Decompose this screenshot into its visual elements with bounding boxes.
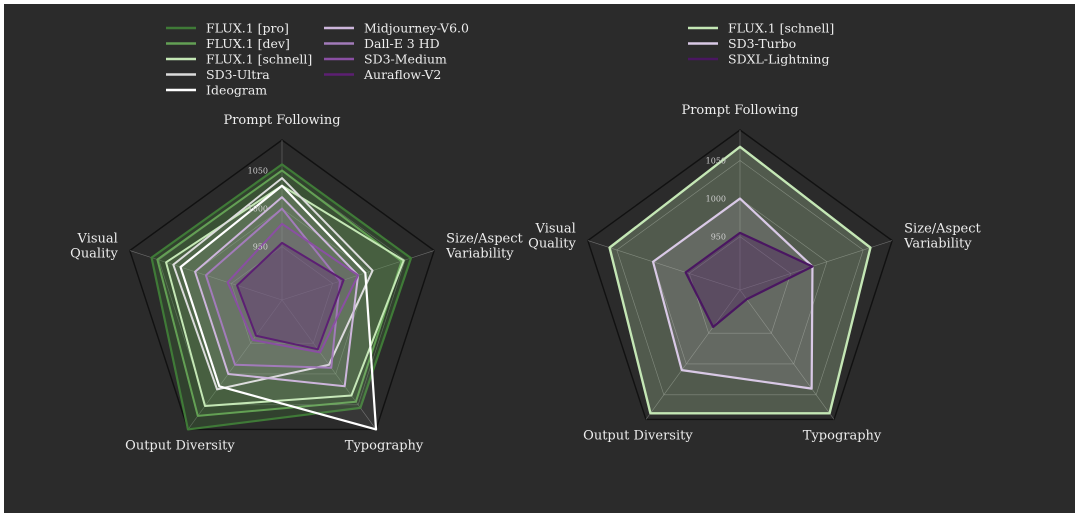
legend-item-midjourney-v6-0: Midjourney-V6.0	[324, 21, 469, 36]
legend-item-dall-e-3-hd: Dall-E 3 HD	[324, 36, 440, 51]
radar-spoke-output-diversity	[645, 289, 741, 420]
tick-label: 950	[253, 243, 268, 252]
legend-item-flux-1-schnell: FLUX.1 [schnell]	[688, 21, 834, 36]
axis-label-typography: Typography	[803, 428, 882, 443]
legend-label: FLUX.1 [schnell]	[206, 52, 312, 67]
legend-label: Midjourney-V6.0	[364, 21, 469, 36]
legend-label: SD3-Ultra	[206, 67, 270, 82]
axis-label-line: Prompt Following	[681, 103, 798, 118]
axis-label-line: Variability	[903, 237, 972, 252]
axis-label-line: Output Diversity	[583, 428, 693, 443]
legend-label: FLUX.1 [pro]	[206, 21, 289, 36]
axis-label-line: Variability	[445, 247, 514, 262]
series-polygon-auraflow-v2	[236, 241, 345, 351]
legend-item-sd3-medium: SD3-Medium	[324, 52, 447, 67]
axis-label-line: Size/Aspect	[446, 232, 523, 247]
radar-gridline	[230, 246, 334, 344]
axis-label-line: Visual	[535, 222, 576, 237]
axis-label-line: Output Diversity	[125, 438, 235, 453]
axis-label-line: Quality	[70, 247, 118, 262]
legend-item-ideogram: Ideogram	[166, 83, 267, 98]
radar-spoke-size-aspect-variability	[739, 240, 893, 291]
radar-outer-frame	[129, 139, 435, 431]
legend-item-flux-1-schnell: FLUX.1 [schnell]	[166, 52, 312, 67]
tick-label: 1050	[706, 156, 726, 165]
legend-item-sd3-ultra: SD3-Ultra	[166, 67, 270, 82]
series-polygon-sdxl-lightning	[684, 231, 814, 329]
axis-label-size-aspect-variability: Size/Aspect Variability	[445, 232, 523, 262]
axis-label-line: Size/Aspect	[904, 222, 981, 237]
legend-label: Auraflow-V2	[363, 67, 441, 82]
series-polygon-midjourney-v6-0	[194, 196, 360, 388]
axis-label-line: Prompt Following	[223, 113, 340, 128]
legend: FLUX.1 [pro]FLUX.1 [dev]FLUX.1 [schnell]…	[166, 21, 469, 98]
radar-chart-right: 950 1000 1050 Prompt Following Size/Aspect Va…	[528, 21, 981, 444]
legend-item-auraflow-v2: Auraflow-V2	[324, 67, 441, 82]
axis-label-output-diversity: Output Diversity	[125, 438, 235, 453]
legend-item-flux-1-dev: FLUX.1 [dev]	[166, 36, 290, 51]
tick-label: 950	[711, 233, 726, 242]
radar-gridline	[688, 236, 792, 334]
legend-label: FLUX.1 [dev]	[206, 36, 290, 51]
legend-item-sdxl-lightning: SDXL-Lightning	[688, 52, 829, 67]
radar-gridline	[158, 170, 406, 406]
series-polygon-dall-e-3-hd	[204, 207, 341, 369]
legend-label: SDXL-Lightning	[728, 52, 829, 67]
tick-label: 1000	[706, 195, 726, 204]
legend-label: Dall-E 3 HD	[364, 36, 440, 51]
axis-label-prompt-following: Prompt Following	[223, 113, 340, 128]
legend-item-flux-1-pro: FLUX.1 [pro]	[166, 21, 289, 36]
axis-label-size-aspect-variability: Size/Aspect Variability	[903, 222, 981, 252]
radar-gridline	[616, 160, 864, 396]
radar-spoke-typography	[739, 289, 835, 420]
axis-label-visual-quality: Visual Quality	[70, 232, 118, 262]
radar-spoke-visual-quality	[587, 240, 741, 291]
legend-label: SD3-Medium	[364, 52, 447, 67]
series-polygon-sd3-turbo	[651, 197, 814, 390]
legend-label: SD3-Turbo	[728, 36, 796, 51]
series-polygon-sd3-medium	[226, 222, 360, 354]
legend-label: Ideogram	[206, 83, 267, 98]
axis-label-line: Typography	[803, 428, 882, 443]
axis-label-prompt-following: Prompt Following	[681, 103, 798, 118]
tick-label: 1000	[248, 205, 268, 214]
axis-label-line: Visual	[77, 232, 118, 247]
tick-label: 1050	[248, 166, 268, 175]
axis-label-line: Quality	[528, 237, 576, 252]
axis-label-typography: Typography	[345, 438, 424, 453]
axis-label-output-diversity: Output Diversity	[583, 428, 693, 443]
radar-outer-frame	[587, 129, 893, 421]
legend-label: FLUX.1 [schnell]	[728, 21, 834, 36]
radar-grid	[587, 129, 893, 421]
axis-label-visual-quality: Visual Quality	[528, 222, 576, 252]
legend-item-sd3-turbo: SD3-Turbo	[688, 36, 796, 51]
radar-chart-left: 950 1000 1050 Prompt Following Size/Aspect Va…	[70, 21, 523, 454]
axis-label-line: Typography	[345, 438, 424, 453]
